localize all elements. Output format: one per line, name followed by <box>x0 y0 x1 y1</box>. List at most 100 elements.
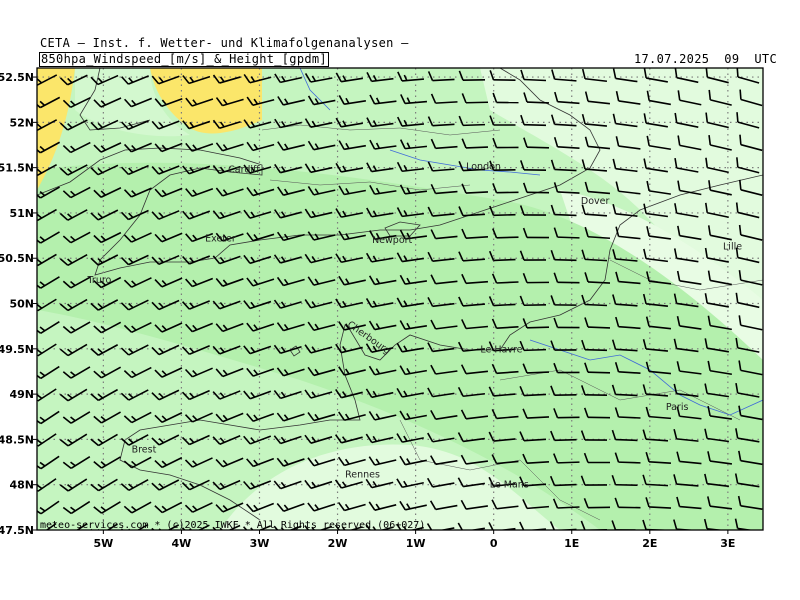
lon-label: 2E <box>642 537 657 550</box>
wind-barb <box>396 342 424 353</box>
wind-barb <box>550 249 577 262</box>
wind-barb <box>581 339 608 352</box>
footer-credit: meteo-services.com * (c)2025 IWKF * All … <box>40 520 425 531</box>
wind-barb <box>338 366 366 376</box>
wind-barb <box>642 429 669 442</box>
wind-barb <box>368 320 397 331</box>
wind-barb <box>37 96 61 109</box>
admin-border <box>261 124 501 136</box>
wind-barb <box>646 90 671 106</box>
wind-barb <box>273 390 302 400</box>
wind-barb <box>366 162 394 173</box>
lon-label: 2W <box>328 537 348 550</box>
wind-barb <box>37 208 57 222</box>
wind-barb <box>552 498 580 509</box>
wind-barb <box>550 159 577 172</box>
wind-barb <box>491 499 519 510</box>
wind-barb <box>307 185 336 196</box>
wind-barb <box>151 344 180 356</box>
wind-barb <box>274 163 302 174</box>
wind-barb <box>673 248 699 263</box>
wind-barb <box>181 479 210 491</box>
strong-wind-area-west <box>37 68 75 190</box>
wind-barb <box>62 321 91 334</box>
wind-barb <box>396 297 424 308</box>
wind-barb <box>62 276 91 289</box>
wind-barb <box>399 320 427 331</box>
wind-barb <box>307 366 336 377</box>
wind-barb <box>458 206 486 217</box>
wind-barb <box>396 433 424 443</box>
wind-barb <box>488 386 516 397</box>
wind-barb <box>90 119 119 131</box>
wind-barb <box>522 363 550 374</box>
wind-barb <box>580 430 608 441</box>
wind-barb <box>93 187 122 198</box>
wind-barb <box>37 141 61 154</box>
wind-barb <box>304 208 333 219</box>
wind-barb <box>182 255 211 265</box>
wind-barb <box>399 229 428 240</box>
wind-barb <box>307 95 336 106</box>
wind-barb <box>520 69 547 82</box>
lat-label: 49N <box>9 388 34 401</box>
wind-barb <box>337 456 366 467</box>
wind-barb <box>554 91 580 105</box>
wind-barb <box>37 388 57 402</box>
wind-barb <box>307 276 336 286</box>
wind-barb <box>584 362 611 374</box>
wind-barb <box>520 114 547 127</box>
wind-barb <box>707 360 732 376</box>
wind-barb <box>615 316 641 330</box>
wind-barb <box>492 137 519 149</box>
wind-barb <box>677 90 702 106</box>
wind-barb <box>212 479 241 491</box>
wind-barb <box>184 367 213 378</box>
wind-barb <box>37 253 57 267</box>
wind-barb <box>430 93 458 104</box>
wind-barb <box>676 406 702 420</box>
wind-barb <box>705 157 729 174</box>
wind-barb <box>62 411 91 424</box>
wind-barb <box>93 456 121 469</box>
wind-barb <box>120 254 149 266</box>
wind-barb <box>734 518 755 530</box>
wind-barb <box>646 180 671 195</box>
wind-barb <box>458 115 486 127</box>
wind-barb <box>120 209 149 221</box>
lon-label: 0 <box>490 537 498 550</box>
wind-barb <box>184 502 213 513</box>
wind-barb <box>581 204 608 217</box>
wind-barb <box>427 432 455 443</box>
wind-barb <box>212 255 241 265</box>
wind-barb <box>735 202 760 219</box>
wind-barb <box>457 386 486 398</box>
wind-barb <box>584 226 611 240</box>
wind-barb <box>491 273 519 284</box>
wind-barb <box>519 431 547 442</box>
wind-barb <box>123 411 152 424</box>
wind-barb <box>185 142 214 152</box>
wind-barb <box>673 474 699 487</box>
wind-barb <box>369 184 397 195</box>
wind-barb <box>615 271 641 285</box>
wind-barb <box>121 75 150 85</box>
wind-barb <box>488 476 516 487</box>
wind-barb <box>338 275 366 286</box>
wind-barb <box>369 139 397 150</box>
wind-barb <box>276 503 305 512</box>
wind-barb <box>62 455 91 470</box>
city-label: London <box>466 162 501 173</box>
wind-barb <box>550 385 577 396</box>
wind-barb <box>212 74 241 84</box>
wind-barb <box>304 253 333 264</box>
wind-barb <box>645 316 672 330</box>
wind-barb <box>677 180 702 196</box>
wind-barb <box>59 253 88 267</box>
wind-barb <box>274 118 302 129</box>
wind-barb <box>581 114 608 127</box>
wind-barb <box>185 188 214 197</box>
wind-barb <box>338 95 366 105</box>
wind-barb <box>151 210 180 220</box>
wind-barb <box>276 457 305 467</box>
